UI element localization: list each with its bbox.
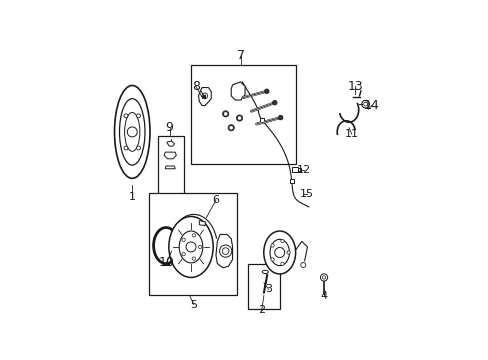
Polygon shape bbox=[216, 234, 232, 268]
Polygon shape bbox=[199, 221, 205, 226]
Polygon shape bbox=[164, 152, 176, 159]
Circle shape bbox=[185, 242, 196, 252]
Text: 12: 12 bbox=[296, 165, 310, 175]
Circle shape bbox=[192, 234, 195, 237]
Text: 9: 9 bbox=[165, 121, 173, 134]
Circle shape bbox=[272, 100, 277, 105]
Ellipse shape bbox=[114, 85, 150, 178]
Bar bbox=[191, 66, 296, 164]
Bar bbox=[297, 168, 301, 171]
Circle shape bbox=[228, 125, 234, 131]
Bar bbox=[247, 264, 279, 309]
Circle shape bbox=[127, 127, 137, 137]
Ellipse shape bbox=[269, 239, 289, 266]
Circle shape bbox=[136, 146, 140, 150]
Circle shape bbox=[124, 114, 128, 118]
Text: 13: 13 bbox=[347, 80, 363, 93]
Circle shape bbox=[270, 258, 274, 261]
Text: 6: 6 bbox=[212, 195, 219, 205]
Circle shape bbox=[270, 244, 274, 247]
Circle shape bbox=[136, 114, 140, 118]
Ellipse shape bbox=[168, 216, 213, 278]
Ellipse shape bbox=[124, 112, 140, 151]
Bar bbox=[289, 179, 293, 183]
Circle shape bbox=[192, 257, 195, 260]
Polygon shape bbox=[166, 141, 174, 146]
Bar bbox=[259, 118, 264, 122]
Circle shape bbox=[300, 262, 305, 267]
Ellipse shape bbox=[262, 270, 268, 274]
Circle shape bbox=[280, 239, 284, 243]
Text: 3: 3 bbox=[264, 284, 272, 294]
Circle shape bbox=[286, 251, 290, 254]
Ellipse shape bbox=[263, 231, 295, 274]
Circle shape bbox=[124, 146, 128, 150]
Polygon shape bbox=[165, 166, 175, 169]
Circle shape bbox=[222, 248, 228, 255]
Text: 7: 7 bbox=[236, 49, 244, 62]
Ellipse shape bbox=[179, 231, 203, 263]
Polygon shape bbox=[198, 87, 211, 105]
Text: 2: 2 bbox=[258, 305, 264, 315]
Circle shape bbox=[264, 89, 268, 94]
Bar bbox=[158, 136, 183, 198]
Text: 5: 5 bbox=[190, 300, 197, 310]
Circle shape bbox=[278, 115, 283, 120]
Circle shape bbox=[274, 247, 284, 257]
Circle shape bbox=[363, 102, 367, 106]
Bar bbox=[149, 193, 236, 296]
Circle shape bbox=[219, 245, 231, 257]
Circle shape bbox=[222, 111, 228, 117]
Circle shape bbox=[322, 276, 325, 279]
Circle shape bbox=[198, 245, 202, 249]
Circle shape bbox=[229, 126, 232, 129]
Circle shape bbox=[202, 93, 207, 99]
Circle shape bbox=[361, 100, 369, 108]
Circle shape bbox=[182, 252, 185, 256]
Circle shape bbox=[320, 274, 327, 281]
Text: 11: 11 bbox=[344, 129, 358, 139]
Ellipse shape bbox=[119, 99, 145, 165]
Text: 8: 8 bbox=[191, 80, 199, 93]
Polygon shape bbox=[231, 82, 244, 100]
Text: 10: 10 bbox=[159, 256, 174, 269]
Text: 14: 14 bbox=[363, 99, 379, 112]
Circle shape bbox=[280, 262, 284, 265]
Circle shape bbox=[238, 117, 241, 120]
Circle shape bbox=[224, 112, 226, 115]
Bar bbox=[292, 167, 297, 172]
Circle shape bbox=[182, 238, 185, 242]
Text: 1: 1 bbox=[128, 192, 135, 202]
Text: 15: 15 bbox=[299, 189, 313, 199]
Circle shape bbox=[236, 115, 242, 121]
Text: 4: 4 bbox=[320, 291, 327, 301]
